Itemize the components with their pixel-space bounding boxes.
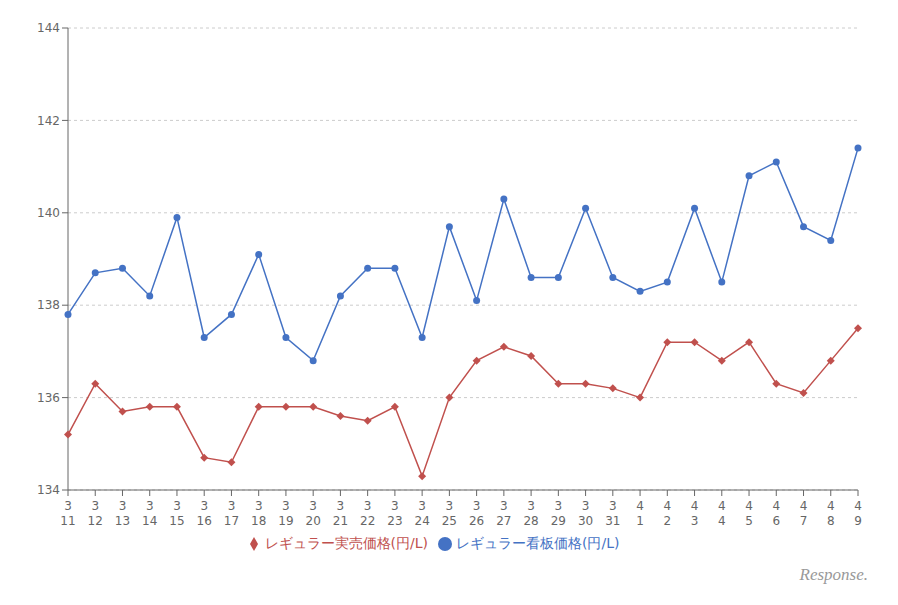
svg-text:138: 138 — [37, 298, 60, 312]
svg-text:316: 316 — [197, 499, 212, 528]
svg-text:49: 49 — [854, 499, 862, 528]
svg-text:331: 331 — [605, 499, 620, 528]
svg-text:311: 311 — [60, 499, 75, 528]
svg-text:134: 134 — [37, 483, 60, 497]
svg-text:314: 314 — [142, 499, 157, 528]
html-text:レギュラー看板価格(円/L): レギュラー看板価格(円/L) — [456, 535, 620, 551]
svg-text:136: 136 — [37, 391, 60, 405]
svg-text:322: 322 — [360, 499, 375, 528]
svg-text:319: 319 — [278, 499, 293, 528]
svg-text:330: 330 — [578, 499, 593, 528]
svg-text:326: 326 — [469, 499, 484, 528]
svg-text:321: 321 — [333, 499, 348, 528]
svg-text:48: 48 — [827, 499, 835, 528]
html-text:Response.: Response. — [799, 565, 868, 584]
svg-text:140: 140 — [37, 206, 60, 220]
svg-text:318: 318 — [251, 499, 266, 528]
svg-text:144: 144 — [37, 21, 60, 35]
svg-text:324: 324 — [414, 499, 429, 528]
svg-text:45: 45 — [745, 499, 753, 528]
svg-text:43: 43 — [691, 499, 699, 528]
svg-text:320: 320 — [306, 499, 321, 528]
svg-text:41: 41 — [636, 499, 644, 528]
svg-text:42: 42 — [663, 499, 671, 528]
svg-text:328: 328 — [523, 499, 538, 528]
svg-text:142: 142 — [37, 114, 60, 128]
svg-text:323: 323 — [387, 499, 402, 528]
svg-text:327: 327 — [496, 499, 511, 528]
svg-text:44: 44 — [718, 499, 726, 528]
svg-text:325: 325 — [442, 499, 457, 528]
svg-text:317: 317 — [224, 499, 239, 528]
svg-text:46: 46 — [772, 499, 780, 528]
svg-text:315: 315 — [169, 499, 184, 528]
svg-text:312: 312 — [88, 499, 103, 528]
svg-text:329: 329 — [551, 499, 566, 528]
svg-text:47: 47 — [800, 499, 808, 528]
svg-text:313: 313 — [115, 499, 130, 528]
html-text:レギュラー実売価格(円/L): レギュラー実売価格(円/L) — [264, 535, 428, 551]
